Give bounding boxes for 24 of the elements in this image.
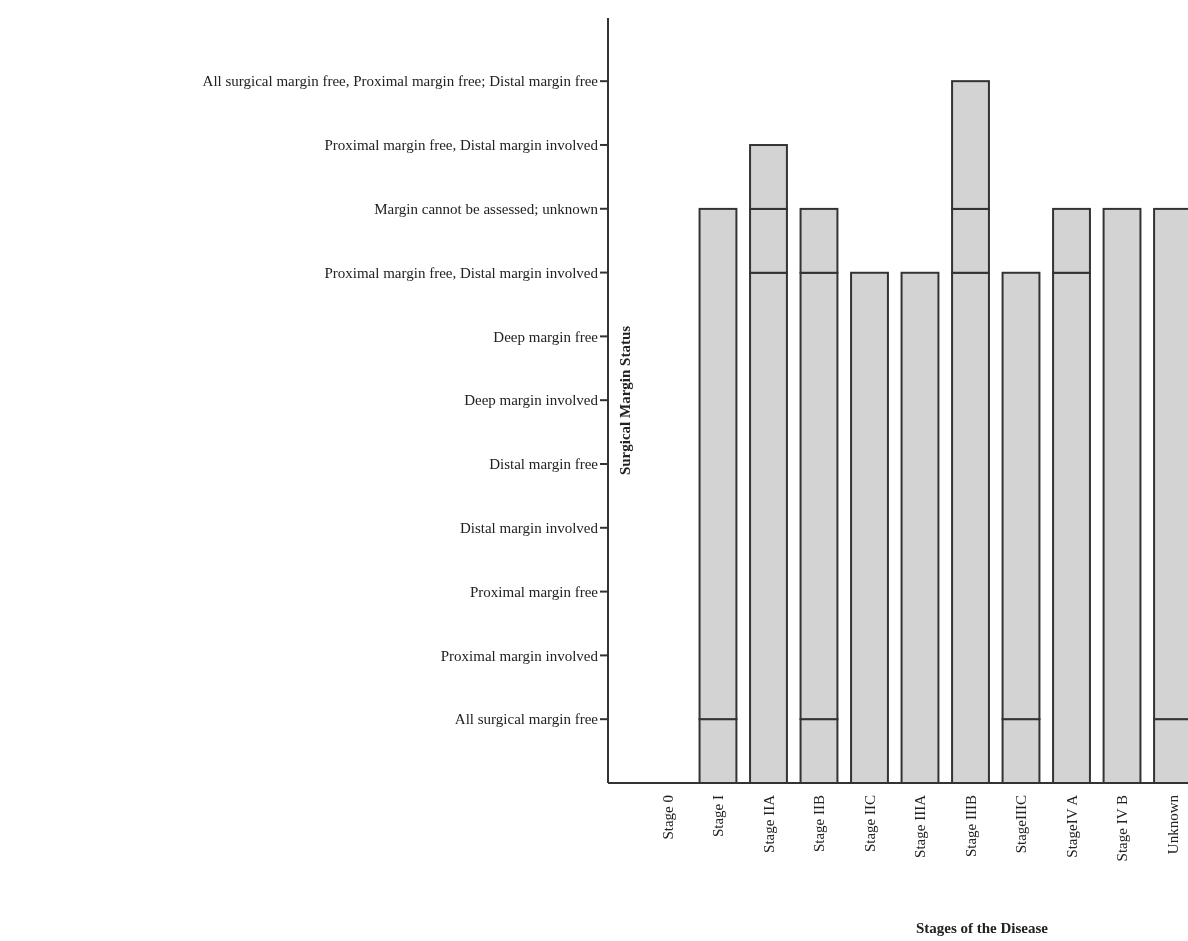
x-tick-label: Stage IIIA bbox=[912, 794, 929, 858]
text: Distal margin involved bbox=[459, 520, 599, 537]
text: All surgical margin free bbox=[454, 711, 599, 728]
x-tick-label: Stage 0 bbox=[659, 795, 676, 840]
text: Proximal margin free, Distal margin involved bbox=[324, 264, 599, 281]
x-axis-title: Stages of the Disease bbox=[915, 920, 1049, 936]
text: Proximal margin free, Distal margin involved bbox=[324, 137, 599, 154]
y-axis-title: Surgical Margin Status bbox=[617, 325, 633, 476]
text: Proximal margin involved bbox=[440, 647, 599, 664]
text: Margin cannot be assessed; unknown bbox=[374, 201, 599, 218]
x-tick-label: Stage IIC bbox=[861, 795, 878, 853]
x-tick-label: StageIV A bbox=[1063, 794, 1080, 858]
x-tick-label: Stage IV B bbox=[1114, 795, 1131, 862]
text: Proximal margin free bbox=[469, 583, 599, 600]
text: Distal margin free bbox=[489, 456, 599, 473]
text: Deep margin free bbox=[493, 328, 599, 345]
x-tick-label: StageIIIC bbox=[1013, 795, 1030, 854]
x-tick-label: Stage IIB bbox=[811, 795, 828, 853]
x-tick-label: Unknown bbox=[1164, 794, 1181, 855]
text: All surgical margin free, Proximal margin free; Distal margin free bbox=[202, 73, 599, 90]
x-tick-label: Stage IIA bbox=[760, 794, 777, 853]
text: Deep margin involved bbox=[464, 392, 599, 409]
x-tick-label: Stage I bbox=[710, 795, 727, 838]
x-tick-label: Stage IIIB bbox=[962, 795, 979, 858]
